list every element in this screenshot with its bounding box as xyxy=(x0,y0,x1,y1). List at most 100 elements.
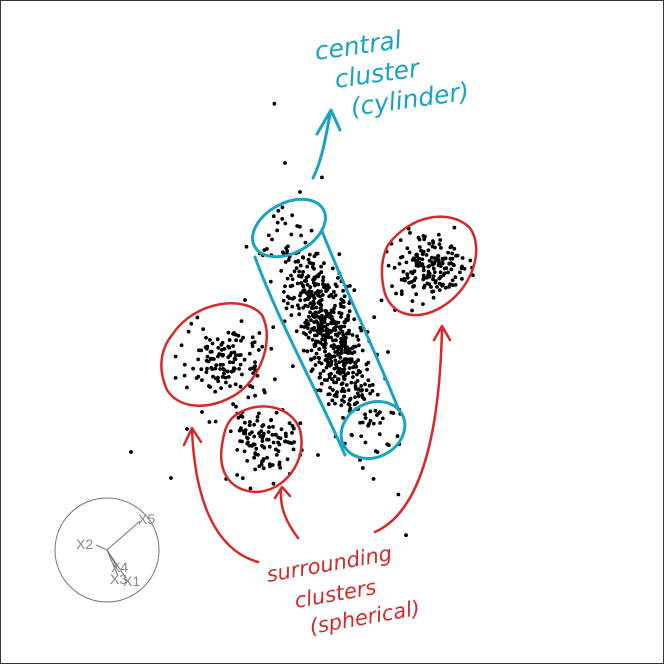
data-point xyxy=(438,270,443,275)
data-point xyxy=(319,381,324,386)
data-point xyxy=(427,274,432,279)
data-point xyxy=(328,315,332,320)
data-point xyxy=(199,367,204,372)
axis-x1-line xyxy=(106,549,127,579)
data-point xyxy=(370,383,375,387)
data-point xyxy=(277,442,282,447)
data-point xyxy=(269,417,274,422)
data-point xyxy=(226,355,231,359)
data-point xyxy=(318,331,322,336)
data-point xyxy=(216,375,220,380)
data-point xyxy=(368,391,373,396)
data-point xyxy=(417,262,422,267)
data-point xyxy=(253,393,257,398)
data-point xyxy=(299,324,304,329)
data-point xyxy=(289,232,294,237)
data-point xyxy=(265,437,269,442)
data-point xyxy=(342,324,347,329)
data-point xyxy=(245,459,250,463)
data-point xyxy=(292,440,296,444)
data-point xyxy=(414,260,419,265)
data-point xyxy=(440,261,445,266)
data-point xyxy=(429,285,433,289)
data-point xyxy=(430,255,434,260)
data-point xyxy=(342,376,346,381)
data-point xyxy=(266,430,271,434)
data-point xyxy=(312,344,317,349)
data-point xyxy=(442,256,446,261)
data-point xyxy=(443,285,448,290)
data-point xyxy=(229,350,234,355)
data-point xyxy=(421,249,426,254)
data-point xyxy=(329,354,334,359)
data-point xyxy=(284,434,288,439)
data-point xyxy=(346,388,351,392)
data-point xyxy=(342,394,346,399)
data-point xyxy=(221,362,225,367)
data-point xyxy=(421,268,426,273)
data-point xyxy=(271,481,276,486)
data-point xyxy=(375,450,380,454)
data-point xyxy=(280,205,285,210)
data-point xyxy=(320,337,325,342)
data-point xyxy=(307,314,311,319)
data-point xyxy=(405,246,410,251)
data-point xyxy=(291,426,296,431)
data-point xyxy=(196,357,201,362)
data-point xyxy=(326,402,331,407)
data-point xyxy=(312,315,317,319)
data-point xyxy=(220,375,225,379)
data-point xyxy=(318,371,323,376)
data-point xyxy=(446,250,450,255)
data-point xyxy=(319,314,324,319)
data-point xyxy=(309,369,314,373)
data-point xyxy=(334,338,338,343)
data-point xyxy=(334,363,339,367)
data-point xyxy=(431,274,436,278)
data-point xyxy=(185,385,189,390)
data-point xyxy=(226,344,231,349)
data-point xyxy=(301,283,305,288)
data-point xyxy=(331,310,336,315)
data-point xyxy=(420,257,425,262)
data-point xyxy=(340,329,345,334)
data-point xyxy=(233,357,238,362)
data-point xyxy=(356,337,361,342)
data-point xyxy=(341,370,346,374)
data-point xyxy=(337,331,341,336)
data-point xyxy=(332,343,336,347)
data-point xyxy=(330,398,335,403)
data-point xyxy=(255,418,260,423)
data-point xyxy=(196,374,201,379)
data-point xyxy=(339,403,344,408)
data-point xyxy=(337,310,342,315)
data-point xyxy=(276,449,281,454)
data-point xyxy=(262,445,267,450)
data-point xyxy=(248,486,253,491)
data-point xyxy=(304,324,308,329)
data-point xyxy=(353,344,358,349)
data-point xyxy=(336,377,340,382)
data-point xyxy=(234,338,239,343)
data-point xyxy=(309,228,314,233)
data-point xyxy=(300,273,305,277)
data-point xyxy=(359,434,364,439)
data-point xyxy=(437,288,442,292)
data-point xyxy=(340,350,344,355)
data-point xyxy=(330,266,335,271)
data-point xyxy=(270,433,275,437)
data-point xyxy=(281,298,286,303)
data-point xyxy=(421,273,426,278)
data-point xyxy=(270,237,274,242)
data-point xyxy=(297,312,302,317)
data-point xyxy=(341,386,345,391)
data-point xyxy=(358,325,363,330)
data-point xyxy=(448,256,453,261)
data-point xyxy=(334,324,338,329)
data-point xyxy=(395,434,400,439)
data-point xyxy=(169,476,173,480)
data-point xyxy=(338,325,343,330)
data-point xyxy=(318,388,323,393)
data-point xyxy=(399,255,403,260)
data-point xyxy=(323,358,328,362)
